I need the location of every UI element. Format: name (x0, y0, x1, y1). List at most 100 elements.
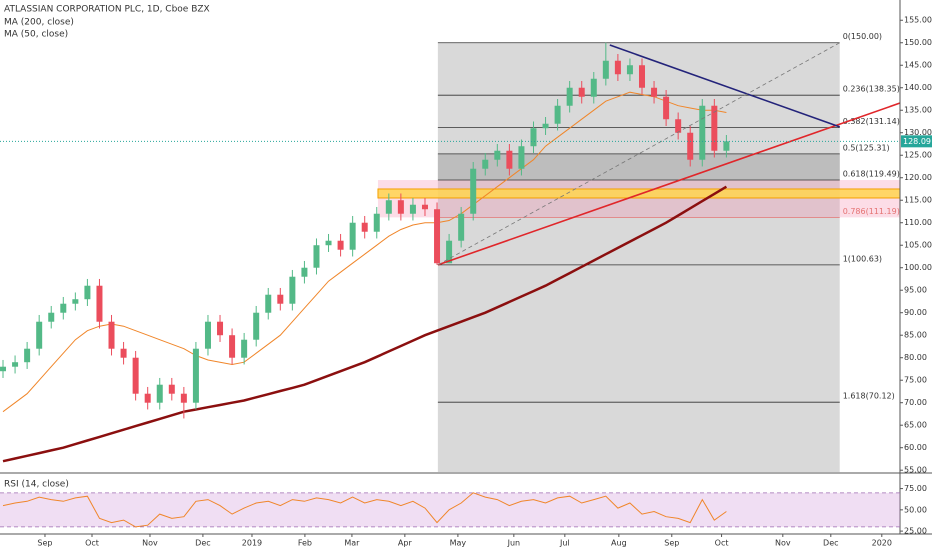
candle-body (337, 240, 344, 250)
candle-body (301, 267, 308, 277)
x-tick-label: 2019 (242, 539, 262, 548)
candle-body (144, 393, 151, 403)
candle-body (434, 209, 441, 264)
candle-body (12, 362, 19, 367)
candle-body (277, 294, 284, 304)
price-tag-label: 128.09 (903, 137, 931, 146)
y-tick-label: 140.00 (904, 83, 932, 92)
candle-body (578, 87, 585, 97)
candle-body (638, 65, 645, 88)
candle-body (590, 78, 597, 97)
moving-average (2, 91, 727, 413)
candle-body (494, 150, 501, 160)
x-tick-label: Apr (398, 539, 413, 548)
candle-body (542, 123, 549, 129)
candle-body (530, 128, 537, 147)
y-tick-label: 90.00 (904, 308, 927, 317)
price-tag (901, 135, 932, 148)
candle-body (108, 321, 115, 349)
legend-entry: MA (200, close) (4, 18, 74, 28)
candle-body (687, 132, 694, 160)
candle-body (24, 348, 31, 363)
candle-body (651, 87, 658, 97)
candle-body (204, 321, 211, 349)
candle-body (699, 105, 706, 160)
candle-body (325, 240, 332, 246)
y-tick-label: 105.00 (904, 241, 932, 250)
x-tick-label: Nov (775, 539, 791, 548)
candle-body (217, 321, 224, 336)
candle-body (192, 348, 199, 403)
y-tick-label: 115.00 (904, 196, 932, 205)
price-axis-bg (900, 0, 932, 550)
x-tick-label: May (450, 539, 467, 548)
x-tick-label: Jul (559, 539, 570, 548)
candle-body (421, 204, 428, 210)
fib-label: 0.382(131.14) (843, 117, 900, 126)
fib-label: 0.618(119.49) (843, 170, 900, 179)
fib-band (437, 153, 840, 181)
y-tick-label: 125.00 (904, 151, 932, 160)
rsi-tick-label: 75.00 (904, 484, 927, 493)
x-tick-label: Oct (85, 539, 99, 548)
candle-body (0, 366, 7, 372)
y-tick-label: 110.00 (904, 218, 932, 227)
candle-body (313, 245, 320, 268)
candle-body (397, 200, 404, 214)
candle-body (361, 222, 368, 232)
candle-body (385, 200, 392, 214)
candle-body (132, 357, 139, 394)
y-tick-label: 100.00 (904, 263, 932, 272)
candle-body (470, 168, 477, 214)
y-tick-label: 145.00 (904, 61, 932, 70)
candle-body (36, 321, 43, 349)
fib-label: 0.786(111.19) (843, 207, 900, 216)
candle-body (663, 96, 670, 120)
legend-entry: MA (50, close) (4, 30, 68, 40)
rsi-title: RSI (14, close) (4, 480, 69, 490)
y-tick-label: 130.00 (904, 128, 932, 137)
candle-body (168, 384, 175, 394)
moving-average (2, 185, 728, 463)
chart-title: ATLASSIAN CORPORATION PLC, 1D, Cboe BZX (4, 5, 210, 15)
candle-body (409, 204, 416, 214)
candle-body (373, 213, 380, 232)
candle-body (96, 285, 103, 322)
candle-body (84, 285, 91, 300)
candle-body (614, 60, 621, 75)
fib-box (437, 42, 840, 472)
y-tick-label: 55.00 (904, 466, 927, 475)
candle-body (711, 105, 718, 151)
x-tick-label: Sep (37, 539, 52, 548)
pink-zone (377, 180, 900, 218)
candle-body (723, 141, 730, 151)
fib-label: 0.236(138.35) (843, 85, 900, 94)
candle-body (72, 299, 79, 304)
x-tick-label: Dec (195, 539, 210, 548)
x-tick-label: Jun (507, 539, 521, 548)
rsi-tick-label: 50.00 (904, 505, 927, 514)
candle-body (156, 384, 163, 403)
x-tick-label: Feb (298, 539, 312, 548)
y-tick-label: 75.00 (904, 376, 927, 385)
candle-body (518, 146, 525, 169)
candle-body (120, 348, 127, 358)
x-tick-label: Nov (142, 539, 158, 548)
y-tick-label: 70.00 (904, 398, 927, 407)
candle-body (349, 222, 356, 250)
y-tick-label: 135.00 (904, 106, 932, 115)
y-tick-label: 150.00 (904, 38, 932, 47)
candle-body (458, 213, 465, 241)
candle-body (446, 240, 453, 264)
y-tick-label: 80.00 (904, 353, 927, 362)
fib-label: 0(150.00) (843, 32, 882, 41)
x-tick-label: Mar (344, 539, 360, 548)
candle-body (566, 87, 573, 106)
candle-body (602, 60, 609, 79)
y-tick-label: 155.00 (904, 16, 932, 25)
candle-body (289, 276, 296, 304)
support-zone (377, 188, 901, 199)
y-tick-label: 85.00 (904, 331, 927, 340)
trendline (609, 44, 840, 128)
candle-body (229, 335, 236, 358)
